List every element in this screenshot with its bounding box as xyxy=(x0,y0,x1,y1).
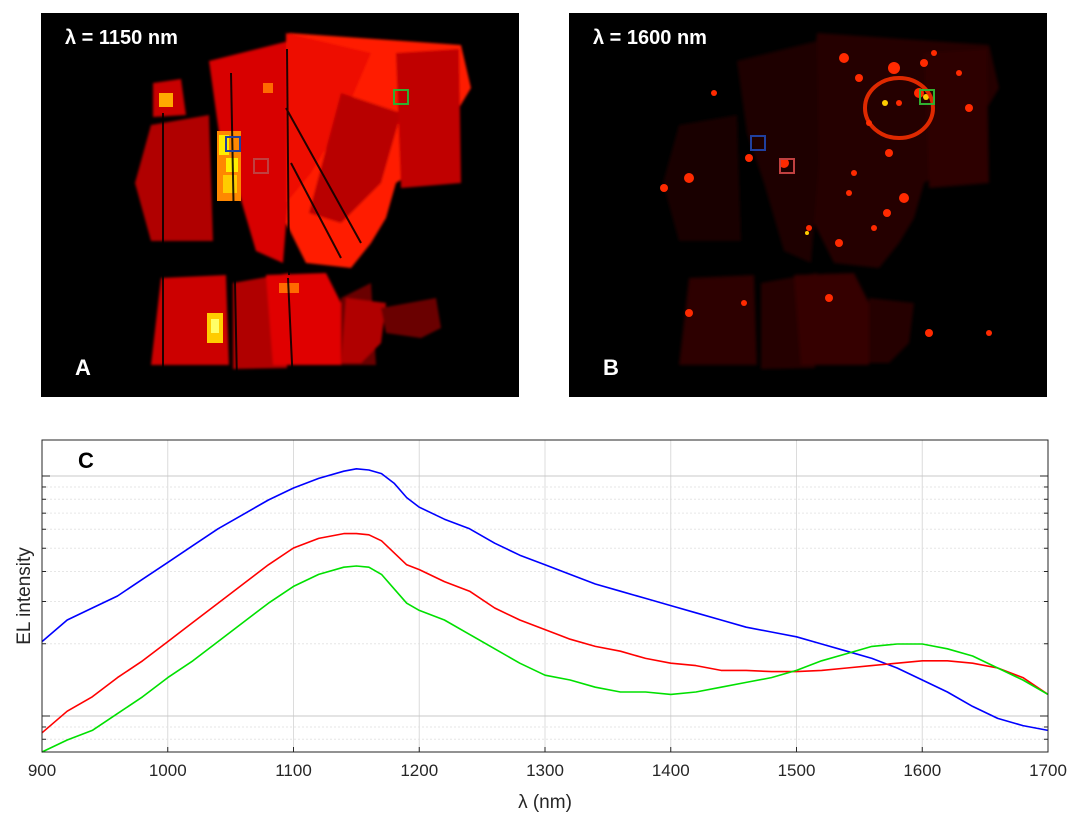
panel-letter-b: B xyxy=(603,355,619,380)
wavelength-label-b: λ = 1600 nm xyxy=(593,27,707,49)
x-tick-label: 1700 xyxy=(1029,761,1067,780)
panel-letter-a: A xyxy=(75,355,91,380)
el-image-a xyxy=(135,33,471,386)
el-image-b xyxy=(660,33,999,369)
y-axis-label: EL intensity xyxy=(14,547,35,645)
x-tick-label: 1400 xyxy=(652,761,690,780)
x-tick-label: 1200 xyxy=(400,761,438,780)
x-tick-label: 1600 xyxy=(903,761,941,780)
series-lines xyxy=(41,468,1049,753)
el-image-panel-a: λ = 1150 nm A xyxy=(41,13,519,397)
x-tick-label: 900 xyxy=(28,761,56,780)
x-tick-label: 1000 xyxy=(149,761,187,780)
series-line-blue xyxy=(41,468,1049,732)
x-tick-label: 1100 xyxy=(275,761,312,780)
panel-letter-c: C xyxy=(78,448,94,473)
x-tick-label: 1500 xyxy=(778,761,816,780)
series-line-green xyxy=(41,565,1049,753)
x-tick-label: 1300 xyxy=(526,761,564,780)
series-line-red xyxy=(41,532,1049,734)
wavelength-label-a: λ = 1150 nm xyxy=(65,27,178,49)
plot-frame xyxy=(41,439,1049,753)
x-axis-label: λ (nm) xyxy=(518,792,572,813)
x-tick-labels: 900 1000 1100 1200 1300 1400 1500 1600 1700 xyxy=(28,761,1067,780)
el-spectra-chart: 900 1000 1100 1200 1300 1400 1500 1600 1700 C λ … xyxy=(14,439,1067,813)
el-image-panel-b: λ = 1600 nm B xyxy=(569,13,1047,397)
